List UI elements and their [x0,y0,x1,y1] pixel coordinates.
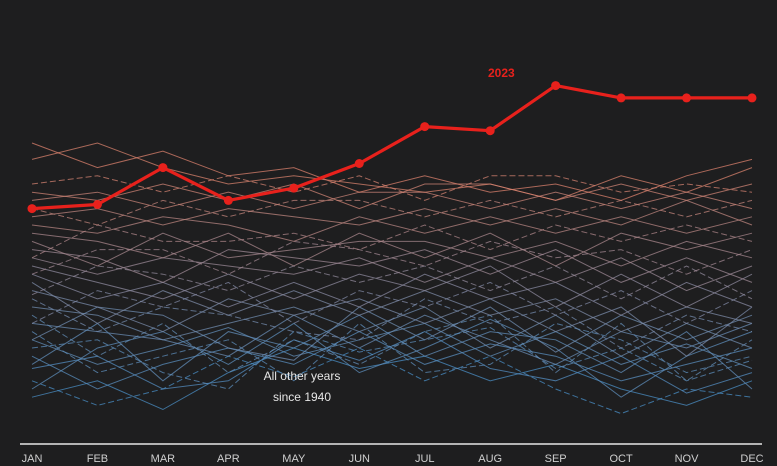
series-point-2023 [223,195,233,205]
x-tick-label: OCT [609,453,633,465]
other-year-line [31,331,753,394]
other-year-line [31,347,753,411]
series-point-2023 [616,93,626,103]
other-year-line [31,265,753,308]
other-year-line [31,314,753,382]
x-tick-label: NOV [675,453,700,465]
other-year-line [31,224,753,259]
series-point-2023 [158,163,168,173]
x-tick-label: JUN [349,453,370,465]
series-point-2023 [747,93,757,103]
series-line-2023 [31,83,752,211]
other-years-lines [31,142,753,415]
x-tick-label: AUG [478,453,502,465]
other-year-line [31,265,753,300]
x-tick-label: FEB [87,453,108,465]
other-year-line [31,347,753,415]
series-point-2023 [92,200,102,209]
other-year-line [31,322,753,382]
other-year-line [31,199,753,226]
series-points-2023 [27,81,757,214]
series-point-2023 [485,126,495,136]
other-year-line [31,199,753,226]
x-tick-label: DEC [740,453,763,465]
other-years-note-line2: since 1940 [273,390,331,404]
other-year-line [31,306,753,361]
other-year-line [31,216,753,242]
other-year-line [31,257,753,292]
x-tick-label: APR [217,453,240,465]
x-tick-label: MAR [151,453,176,465]
x-tick-label: JUL [415,453,435,465]
series-point-2023 [682,93,692,103]
series-point-2023 [289,183,299,193]
other-year-line [31,142,753,201]
other-years-note-line1: All other years [264,369,341,383]
x-tick-label: SEP [545,453,567,465]
other-year-line [31,314,753,365]
other-year-line [31,318,753,398]
other-year-line [31,232,753,267]
other-year-line [31,314,753,390]
series-point-2023 [420,122,430,132]
series-point-2023 [27,204,37,214]
other-year-line [31,191,753,210]
other-year-line [31,281,753,324]
x-axis-month-labels: JAN FEB MAR APR MAY JUN JUL AUG SEP OCT NOV DEC [22,453,764,465]
series-point-2023 [551,81,561,91]
series-point-2023 [354,159,364,168]
other-year-line [31,298,753,349]
other-year-line [31,273,753,316]
series-label-2023: 2023 [488,66,515,80]
other-year-line [31,240,753,275]
other-year-line [31,326,753,390]
other-year-line [31,290,753,357]
x-tick-label: JAN [22,453,43,465]
other-year-line [31,142,753,201]
x-tick-label: MAY [282,453,306,465]
other-year-line [31,183,753,210]
